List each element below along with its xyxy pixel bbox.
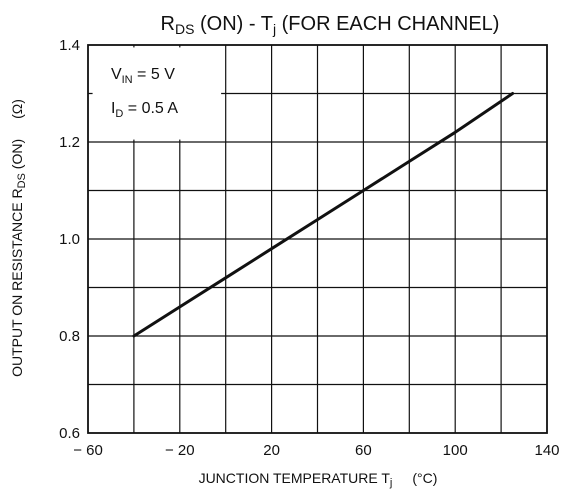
condition-main: V (111, 66, 122, 83)
y-axis-label-main: OUTPUT ON RESISTANCE R (9, 188, 25, 377)
condition-subscript: D (115, 108, 123, 120)
y-tick-label: 1.4 (59, 37, 80, 54)
x-tick-label: − 60 (73, 442, 103, 459)
condition-value: = 0.5 A (123, 100, 178, 117)
plot-frame (87, 44, 548, 434)
y-axis-label-rest: (ON) (9, 139, 25, 173)
x-tick-label: 100 (443, 442, 468, 459)
series-line-0 (132, 92, 515, 338)
y-axis-label-unit: (Ω) (9, 99, 25, 119)
chart-title: RDS (ON) - Tj (FOR EACH CHANNEL) (161, 13, 500, 37)
y-tick-label: 0.8 (59, 328, 80, 345)
chart-title-main: R (161, 13, 175, 35)
y-tick-label: 0.6 (59, 425, 80, 442)
chart-title-rest: (ON) - T (194, 13, 273, 35)
x-tick-label: − 20 (165, 442, 195, 459)
x-axis-label: JUNCTION TEMPERATURE Tj (°C) (199, 470, 438, 489)
y-axis-label: OUTPUT ON RESISTANCE RDS (ON) (Ω) (9, 99, 28, 377)
y-tick-label: 1.2 (59, 134, 80, 151)
x-axis-label-sub: j (389, 477, 392, 489)
plot-area: VIN = 5 V ID = 0.5 A − 60 − 20 20 60 100 140 0.6… (59, 37, 559, 459)
y-tick-label: 1.0 (59, 231, 80, 248)
condition-value: = 5 V (133, 66, 176, 83)
x-tick-label: 140 (534, 442, 559, 459)
x-axis-label-unit: (°C) (412, 470, 437, 486)
condition-subscript: IN (122, 74, 133, 86)
x-tick-label: 60 (355, 442, 372, 459)
chart-title-tj-sub: j (272, 21, 276, 37)
condition-vin: VIN = 5 V (111, 66, 175, 86)
condition-main: I (111, 100, 115, 117)
x-tick-label: 20 (263, 442, 280, 459)
y-axis-label-sub: DS (16, 173, 28, 188)
chart-title-tail: (FOR EACH CHANNEL) (276, 13, 499, 35)
x-axis-label-main: JUNCTION TEMPERATURE T (199, 470, 391, 486)
conditions-box (92, 47, 222, 140)
chart-title-sub: DS (175, 21, 194, 37)
condition-id: ID = 0.5 A (111, 100, 178, 120)
